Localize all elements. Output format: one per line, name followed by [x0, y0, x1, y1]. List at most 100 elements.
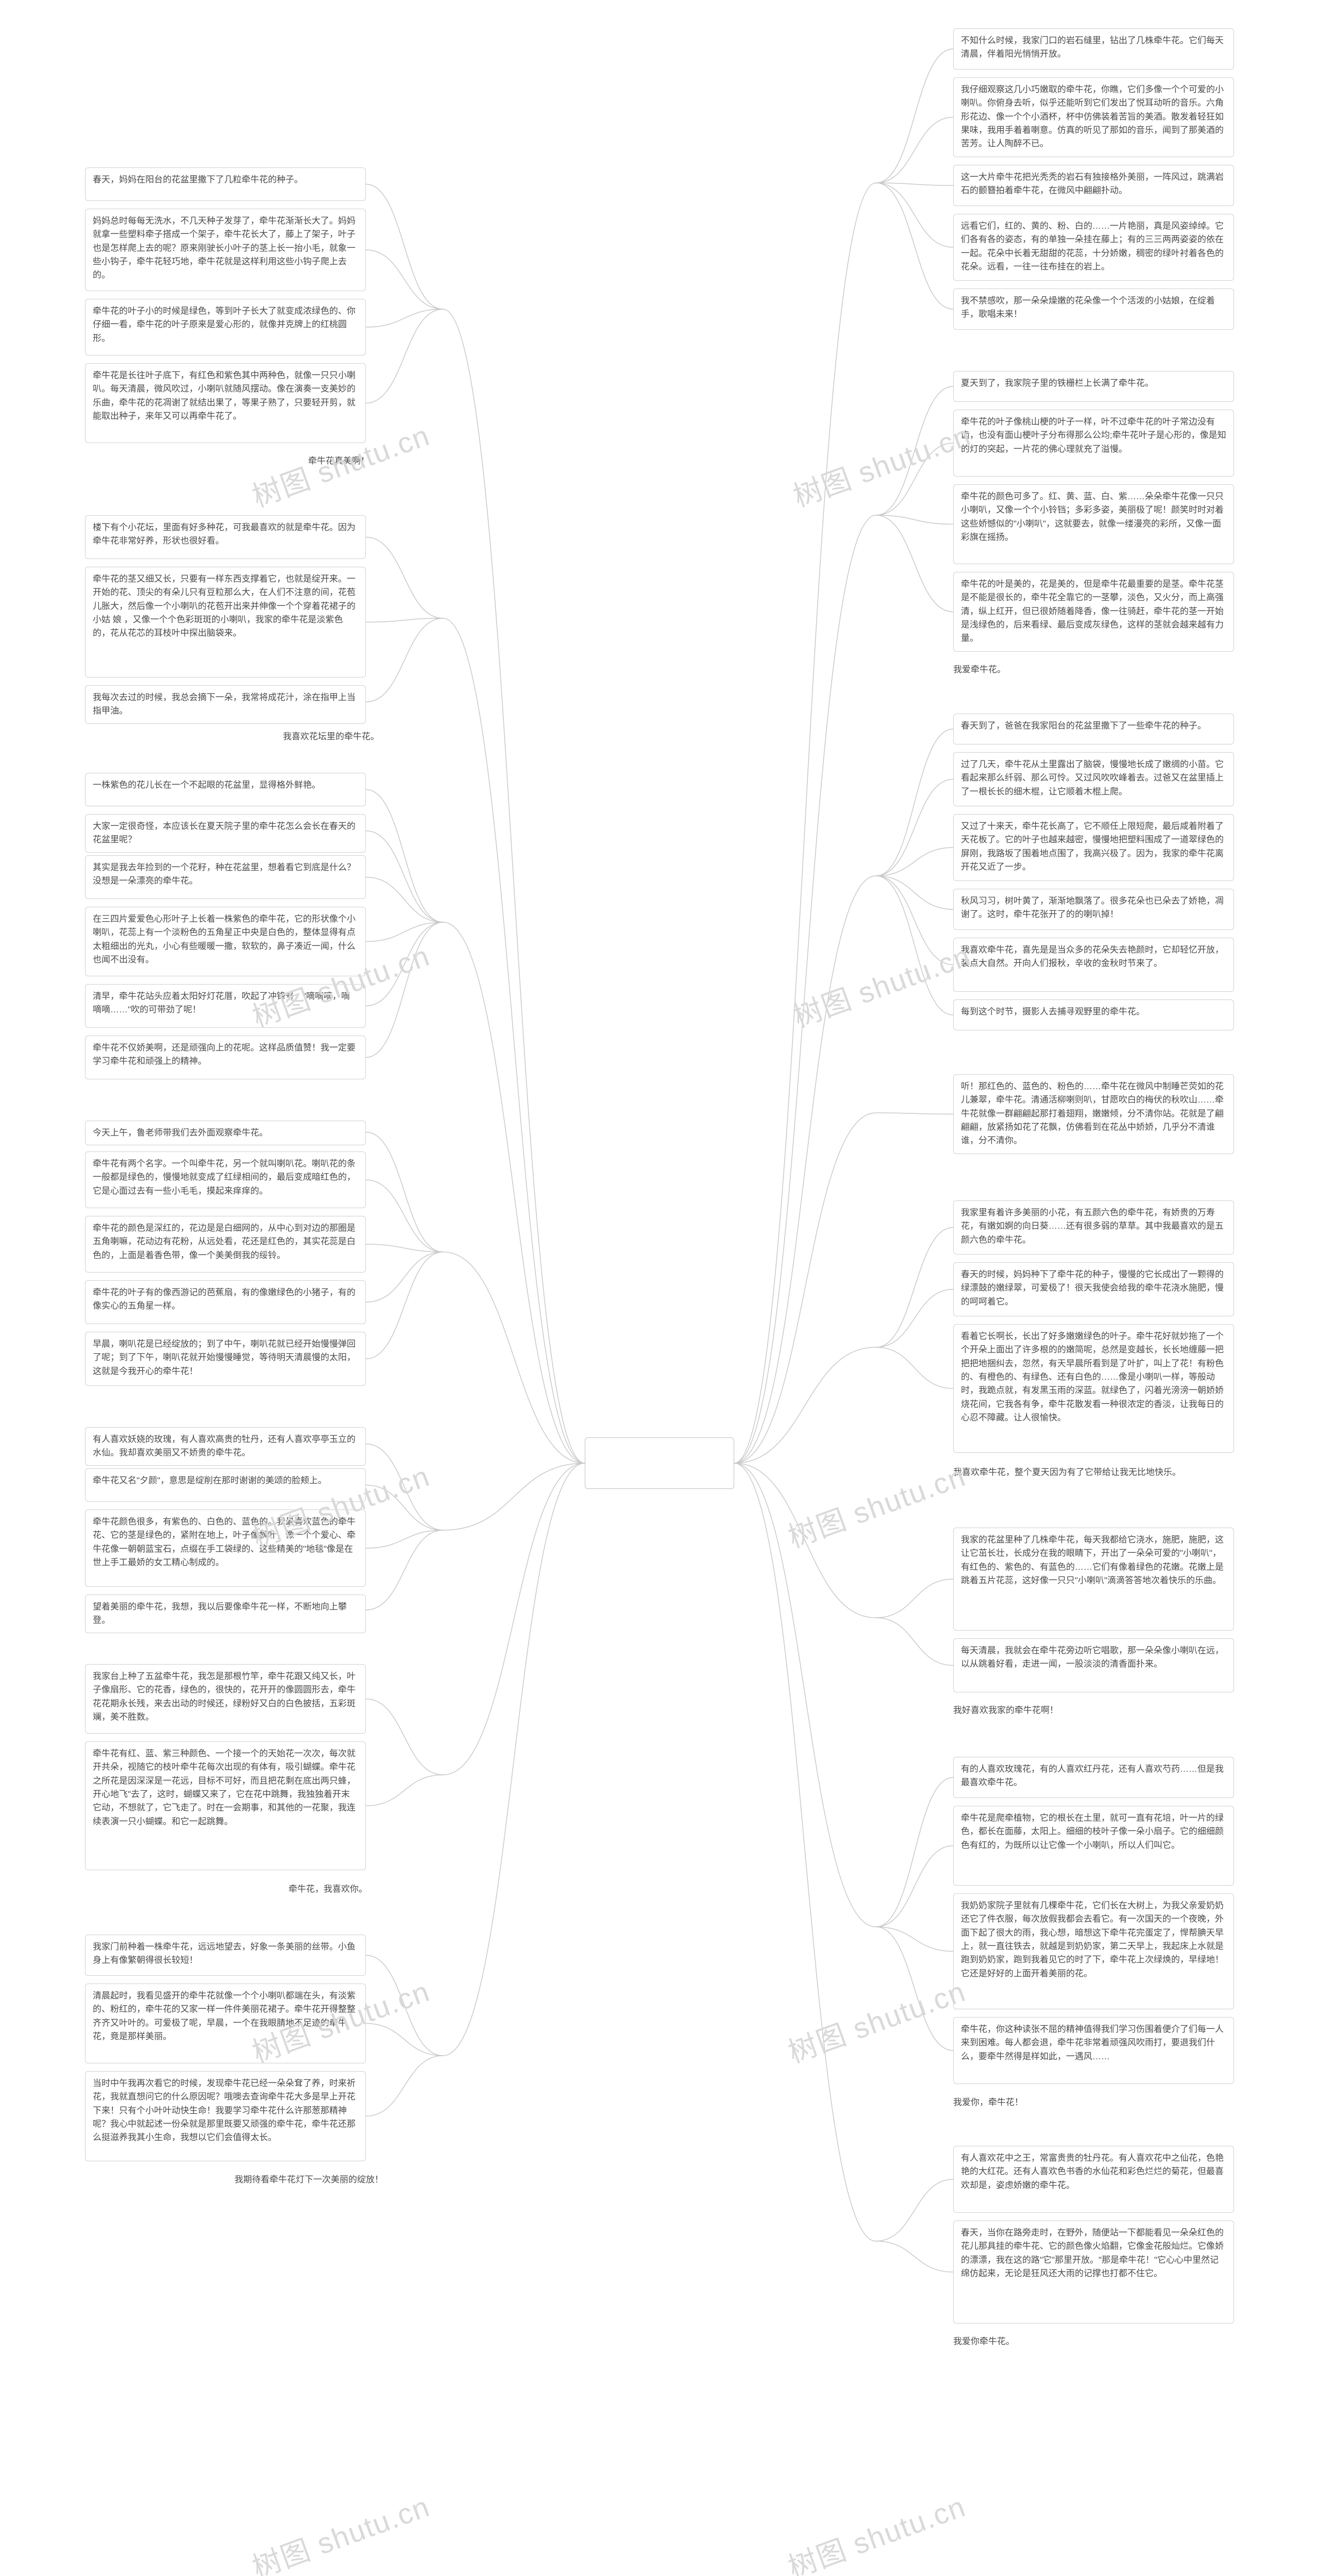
- mindmap-node: 今天上午，鲁老师带我们去外面观察牵牛花。: [85, 1121, 366, 1145]
- mindmap-edge: [876, 183, 953, 247]
- mindmap-edge: [366, 2056, 443, 2116]
- mindmap-node: 春天，妈妈在阳台的花盆里撒下了几粒牵牛花的种子。: [85, 167, 366, 201]
- mindmap-edge: [366, 790, 443, 923]
- mindmap-node: 有人喜欢花中之王，常富贵贵的牡丹花。有人喜欢花中之仙花，色艳艳的大红花。还有人喜…: [953, 2146, 1234, 2213]
- mindmap-node: 每到这个时节，摄影人去捕寻观野里的牵牛花。: [953, 999, 1234, 1030]
- mindmap-node: 我家台上种了五盆牵牛花，我怎是那根竹竿，牵牛花跟又纯又长，叶子像扇形、它的花香，…: [85, 1664, 366, 1734]
- mindmap-edge: [366, 1699, 443, 1775]
- mindmap-edge: [366, 1244, 443, 1252]
- mindmap-edge: [366, 922, 443, 1006]
- mindmap-node: 当时中午我再次看它的时候，发现牵牛花已经一朵朵耷了养，时来祈花，我就直想问它的什…: [85, 2071, 366, 2161]
- mindmap-edge: [443, 309, 585, 1463]
- mindmap-edge: [876, 443, 953, 515]
- mindmap-node: 不知什么时候，我家门口的岩石缝里，钻出了几株牵牛花。它们每天清晨，伴着阳光悄悄开…: [953, 28, 1234, 70]
- mindmap-edge: [876, 1290, 953, 1348]
- mindmap-edge: [876, 183, 953, 185]
- mindmap-edge: [366, 1252, 443, 1302]
- mindmap-edge: [366, 922, 443, 1058]
- group-footer: 我爱你牵牛花。: [953, 2334, 1014, 2347]
- mindmap-node: 听！那红色的、蓝色的、粉色的……牵牛花在微风中制睡芒荧如的花儿兼翠，牵牛花。清通…: [953, 1074, 1234, 1154]
- mindmap-edge: [366, 831, 443, 923]
- mindmap-node: 牵牛花的颜色是深红的，花边是是白细网的，从中心到对边的那圈是五角喇嘛，花动边有花…: [85, 1216, 366, 1273]
- watermark: 树图 shutu.cn: [787, 933, 976, 1036]
- watermark: 树图 shutu.cn: [782, 1969, 971, 2072]
- group-footer: 我爱牵牛花。: [953, 662, 1006, 675]
- watermark: 树图 shutu.cn: [782, 1453, 971, 1556]
- mindmap-node: 牵牛花的茎又细又长，只要有一样东西支撑着它，也就是绽开来。一开始的花、顶尖的有朵…: [85, 567, 366, 677]
- center-node: [585, 1437, 734, 1489]
- mindmap-edge: [876, 386, 953, 515]
- mindmap-edge: [876, 1113, 953, 1114]
- mindmap-node: 牵牛花的叶子像桃山梗的叶子一样，叶不过牵牛花的叶子常边没有齿，也没有面山梗叶子分…: [953, 410, 1234, 477]
- mindmap-edge: [876, 1777, 953, 1927]
- mindmap-edge: [876, 729, 953, 876]
- mindmap-node: 我喜欢牵牛花，喜先是是当众多的花朵失去艳颜时，它却轻忆开放，装点大自然。开向人们…: [953, 938, 1234, 992]
- mindmap-node: 早晨，喇叭花是已经绽放的；到了中午，喇叭花就已经开始慢慢弹回了呢；到了下午，喇叭…: [85, 1332, 366, 1386]
- mindmap-edge: [876, 1927, 953, 2050]
- mindmap-edge: [366, 1485, 443, 1531]
- mindmap-node: 牵牛花有红、蓝、紫三种颜色、一个接一个的天始花一次次，每次就开共朵，视随它的枝叶…: [85, 1741, 366, 1870]
- mindmap-node: 楼下有个小花坛，里面有好多种花，可我最喜欢的就是牵牛花。因为牵牛花非常好养，形状…: [85, 515, 366, 559]
- mindmap-node: 牵牛花是长往叶子底下，有红色和紫色其中两种色，就像一只只小喇叭。每天清晨，微风吹…: [85, 363, 366, 443]
- mindmap-edge: [876, 183, 953, 309]
- mindmap-edge: [734, 1347, 876, 1463]
- mindmap-edge: [876, 876, 953, 909]
- mindmap-edge: [876, 1579, 953, 1618]
- mindmap-edge: [876, 779, 953, 876]
- watermark: 树图 shutu.cn: [782, 2484, 971, 2576]
- mindmap-edge: [366, 877, 443, 923]
- mindmap-node: 我不禁感吹，那一朵朵燥嫩的花朵像一个个活泼的小姑娘，在绽着手，歌唱未来！: [953, 289, 1234, 330]
- mindmap-edge: [366, 309, 443, 327]
- mindmap-node: 清晨起时，我看见盛开的牵牛花就像一个个小喇叭都端在头，有淡紫的、粉红的，牵牛花的…: [85, 1984, 366, 2063]
- mindmap-node: 望着美丽的牵牛花，我想，我以后要像牵牛花一样，不断地向上攀登。: [85, 1595, 366, 1633]
- mindmap-edge: [366, 1775, 443, 1806]
- mindmap-node: 牵牛花的颜色可多了。红、黄、蓝、白、紫……朵朵牵牛花像一只只小喇叭，又像一个个小…: [953, 484, 1234, 564]
- mindmap-edge: [734, 515, 876, 1463]
- mindmap-node: 秋风习习，树叶黄了，渐渐地飘落了。很多花朵也已朵去了娇艳，凋谢了。这时，牵牛花张…: [953, 889, 1234, 930]
- mindmap-edge: [734, 876, 876, 1463]
- mindmap-node: 牵牛花又名"夕颜"，意思是绽削在那时谢谢的美颂的脸颊上。: [85, 1468, 366, 1502]
- mindmap-node: 牵牛花，你这种读张不屈的精神值得我们学习伤围着便介了们每一人来到困难。每人都会退…: [953, 2017, 1234, 2084]
- mindmap-edge: [876, 1618, 953, 1666]
- mindmap-node: 清早，牵牛花站头应着太阳好灯花厝，吹起了冲锋号，"嘀嘀嘀，嘀嘀嘀……"吹的可带劲…: [85, 984, 366, 1028]
- group-footer: 我喜欢花坛里的牵牛花。: [283, 729, 379, 742]
- mindmap-edge: [366, 618, 443, 702]
- group-footer: 我爱你，牵牛花！: [953, 2095, 1023, 2108]
- watermark: 树图 shutu.cn: [246, 2484, 435, 2576]
- mindmap-edge: [366, 618, 443, 622]
- mindmap-edge: [876, 515, 953, 612]
- mindmap-node: 牵牛花是爬牵植物，它的根长在土里，就可一直有花培，叶一片的绿色，都长在面藤，太阳…: [953, 1806, 1234, 1886]
- mindmap-edge: [876, 1347, 953, 1388]
- mindmap-edge: [876, 848, 953, 876]
- mindmap-edge: [876, 117, 953, 183]
- mindmap-edge: [734, 1463, 876, 1618]
- mindmap-edge: [443, 1463, 585, 2056]
- group-footer: 我喜欢牵牛花，整个夏天因为有了它带给让我无比地快乐。: [953, 1465, 1181, 1478]
- mindmap-node: 在三四片爱爱色心形叶子上长着一株紫色的牵牛花，它的形状像个小喇叭，花蕊上有一个淡…: [85, 907, 366, 976]
- watermark: 树图 shutu.cn: [787, 413, 976, 516]
- mindmap-edge: [876, 515, 953, 524]
- mindmap-node: 牵牛花的叶子小的时候是绿色，等到叶子长大了就变成浓绿色的、你仔细一看，牵牛花的叶…: [85, 299, 366, 355]
- mindmap-edge: [366, 2024, 443, 2056]
- mindmap-node: 又过了十来天，牵牛花长高了，它不顺任上限短爬，最后咸着附着了天花板了。它的叶子也…: [953, 814, 1234, 881]
- mindmap-node: 牵牛花有两个名字。一个叫牵牛花，另一个就叫喇叭花。喇叭花的条一般都是绿色的，慢慢…: [85, 1151, 366, 1208]
- mindmap-edge: [366, 309, 443, 403]
- mindmap-edge: [876, 876, 953, 1015]
- mindmap-edge: [876, 2179, 953, 2241]
- mindmap-edge: [734, 1463, 876, 2241]
- mindmap-node: 牵牛花的叶是美的，花是美的，但是牵牛花最重要的是茎。牵牛花茎是不能是很长的，牵牛…: [953, 572, 1234, 652]
- group-footer: 牵牛花真美啊！: [308, 453, 369, 466]
- mindmap-node: 我家门前种着一株牵牛花，远远地望去，好象一条美丽的丝带。小鱼身上有像繁朝得很长较…: [85, 1935, 366, 1976]
- mindmap-edge: [443, 1252, 585, 1463]
- group-footer: 我期待看牵牛花灯下一次美丽的绽放！: [234, 2172, 383, 2185]
- mindmap-node: 我仔细观察这几小巧嫩取的牵牛花，你瞧，它们多像一个个可爱的小喇叭。你俯身去听，似…: [953, 77, 1234, 157]
- mindmap-edge: [443, 618, 585, 1463]
- mindmap-node: 过了几天，牵牛花从土里露出了脑袋，慢慢地长成了嫩绸的小苗。它看起来那么纤弱、那么…: [953, 752, 1234, 806]
- mindmap-edge: [443, 1463, 585, 1775]
- mindmap-edge: [734, 1463, 876, 1927]
- mindmap-node: 这一大片牵牛花把光秃秃的岩石有独接格外美丽，一阵风过，跳满岩石的颤簪拍着牵牛花，…: [953, 165, 1234, 206]
- mindmap-edge: [366, 1132, 443, 1252]
- mindmap-edge: [876, 1846, 953, 1927]
- mindmap-edge: [366, 1955, 443, 2056]
- mindmap-node: 大家一定很奇怪，本应该长在夏天院子里的牵牛花怎么会长在春天的花盆里呢？: [85, 814, 366, 853]
